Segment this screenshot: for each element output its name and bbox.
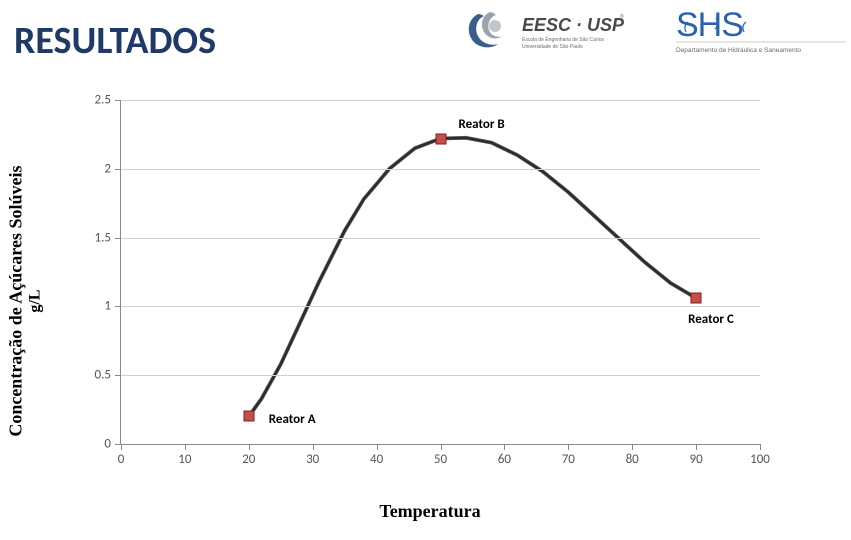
y-axis-label-line2: g/L [27,166,45,437]
x-tick [313,444,314,450]
x-tick-label: 0 [118,452,125,467]
y-tick-label: 2.5 [95,93,111,108]
y-tick-label: 0 [104,437,111,452]
x-tick-label: 60 [498,452,511,467]
gridline [121,306,760,307]
chart-container: Concentração de Açúcares Solúveis g/L Te… [60,90,800,520]
x-tick-label: 10 [178,452,191,467]
y-tick [115,306,121,307]
y-tick [115,169,121,170]
y-tick-label: 2 [104,161,111,176]
y-tick-label: 1 [104,299,111,314]
y-tick-label: 1.5 [95,230,111,245]
y-tick-label: 0.5 [95,368,111,383]
x-tick-label: 20 [242,452,255,467]
x-tick [696,444,697,450]
data-marker [243,411,254,422]
eesc-usp-logo: EESC · USP Escola de Engenharia de São C… [460,6,660,56]
x-tick-label: 50 [434,452,447,467]
data-label: Reator C [688,312,734,327]
gridline [121,100,760,101]
x-tick-label: 70 [562,452,575,467]
shs-logo: SHS Departamento de Hidráulica e Saneame… [676,2,846,57]
page-title: RESULTADOS [14,18,216,64]
gridline [121,169,760,170]
x-tick [441,444,442,450]
x-tick [377,444,378,450]
x-tick-label: 30 [306,452,319,467]
y-tick [115,375,121,376]
data-marker [691,293,702,304]
x-tick-label: 100 [750,452,770,467]
eesc-sub2: Universidade de São Paulo [522,44,583,50]
x-tick-label: 90 [690,452,703,467]
x-tick [632,444,633,450]
x-tick-label: 40 [370,452,383,467]
svg-text:®: ® [620,13,624,20]
x-tick [121,444,122,450]
x-tick [185,444,186,450]
eesc-text: EESC · USP [522,15,625,35]
x-tick [249,444,250,450]
data-label: Reator B [459,117,505,132]
plot-area: 00.511.522.50102030405060708090100Reator… [120,100,760,445]
gridline [121,238,760,239]
x-tick-label: 80 [626,452,639,467]
y-tick [115,238,121,239]
x-tick [568,444,569,450]
gridline [121,375,760,376]
curve-svg [121,100,760,444]
data-marker [435,133,446,144]
y-axis-label: Concentração de Açúcares Solúveis g/L [6,166,45,437]
x-axis-label: Temperatura [379,501,480,522]
x-tick [760,444,761,450]
x-tick [504,444,505,450]
eesc-sub1: Escola de Engenharia de São Carlos [522,37,604,43]
y-axis-label-line1: Concentração de Açúcares Solúveis [6,166,26,437]
shs-sub: Departamento de Hidráulica e Saneamento [676,47,801,54]
data-label: Reator A [269,412,316,427]
y-tick [115,100,121,101]
